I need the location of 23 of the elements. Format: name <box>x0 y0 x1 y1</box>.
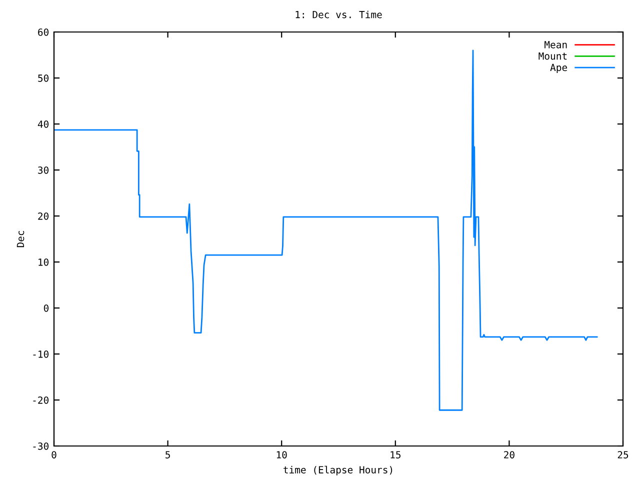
x-tick-label: 20 <box>504 451 514 458</box>
y-axis-title: Dec <box>16 231 24 248</box>
chart-title: 1: Dec vs. Time <box>296 10 382 18</box>
line-series <box>54 50 598 411</box>
x-axis-title: time (Elapse Hours) <box>284 466 392 476</box>
y-tick-label: 30 <box>38 166 49 174</box>
x-tick-label: 25 <box>618 451 628 458</box>
x-tick-label: 0 <box>52 451 56 458</box>
y-tick-label: -10 <box>33 350 49 358</box>
y-tick-label: -20 <box>33 396 49 404</box>
y-tick-label: 50 <box>38 74 49 82</box>
y-tick-label: -30 <box>33 442 49 450</box>
legend-label: Ape <box>550 64 568 74</box>
x-tick-label: 15 <box>390 451 400 458</box>
y-tick-label: 0 <box>44 304 49 312</box>
legend-label: Mean <box>544 41 567 48</box>
legend-label: Mount <box>538 52 567 60</box>
y-tick-label: 60 <box>38 28 49 36</box>
y-tick-label: 10 <box>38 258 49 266</box>
x-tick-label: 5 <box>166 451 170 458</box>
x-tick-label: 10 <box>276 451 287 458</box>
y-tick-label: 40 <box>38 120 49 128</box>
y-tick-label: 20 <box>38 212 49 220</box>
